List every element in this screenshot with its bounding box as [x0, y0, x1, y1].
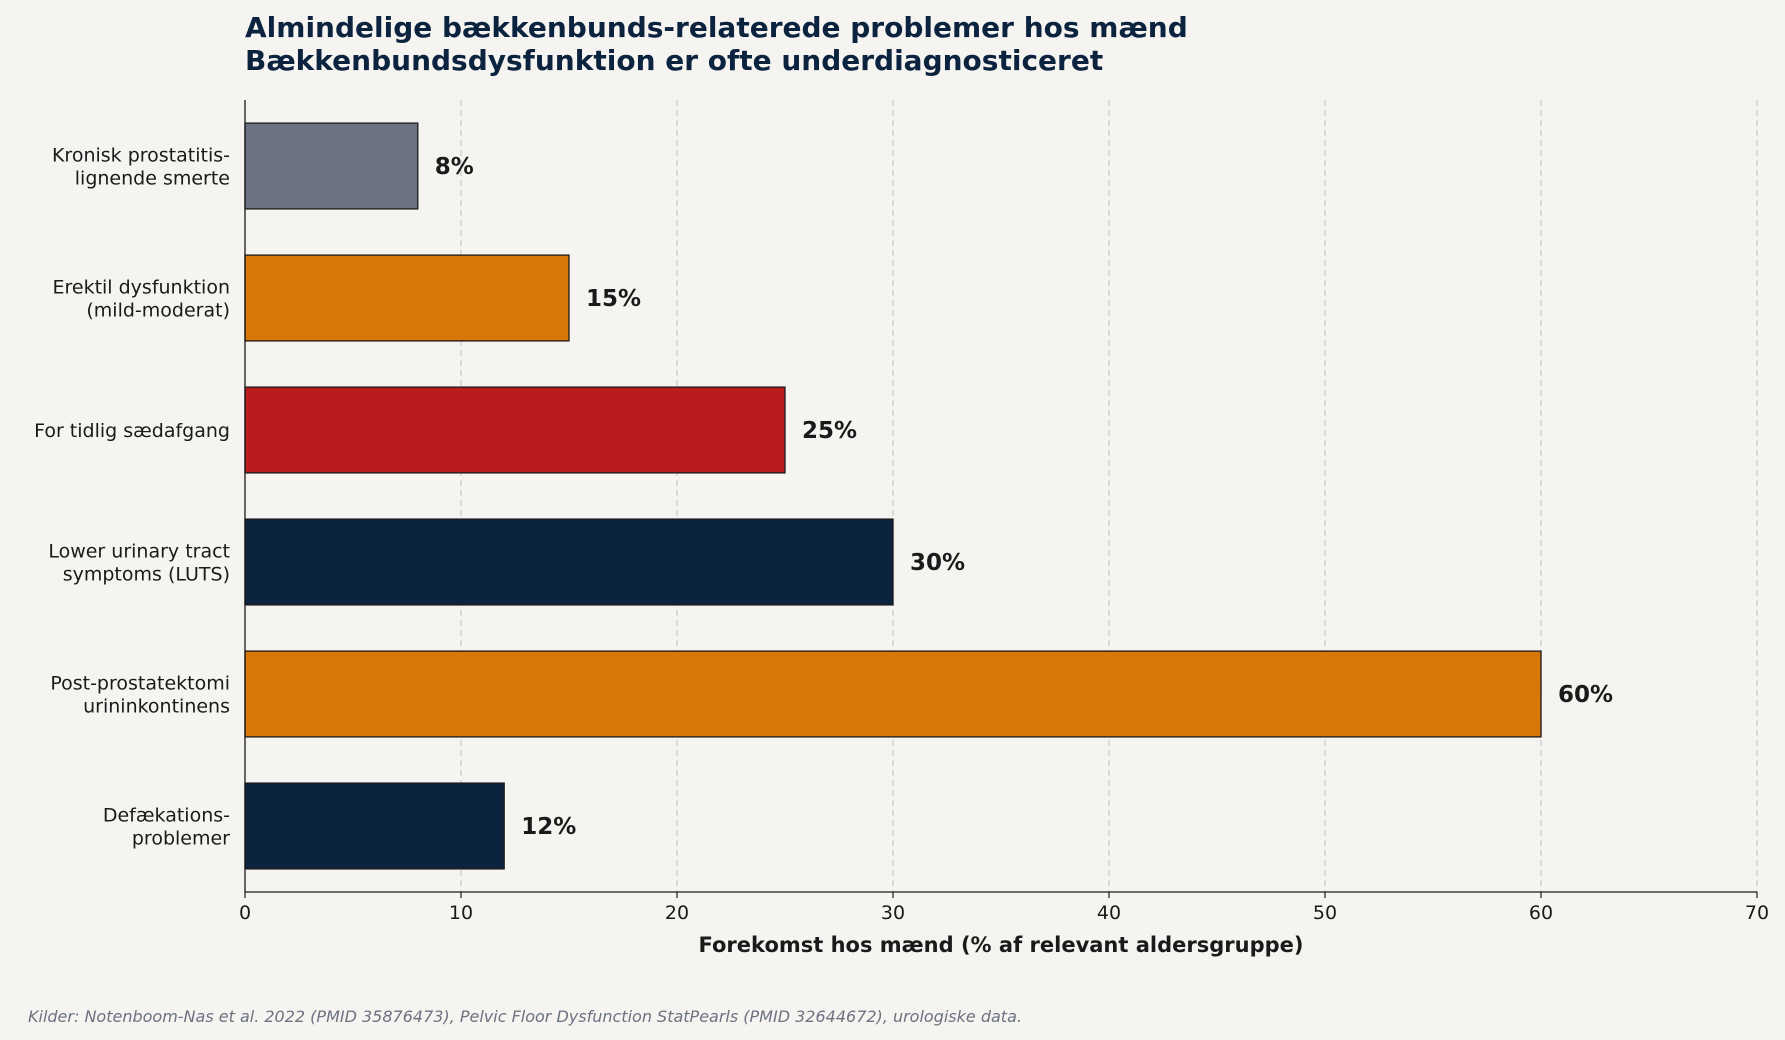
x-tick-labels: 0 10 20 30 40 50 60 70	[239, 902, 1769, 924]
x-gridlines	[460, 100, 1758, 892]
x-tick-label: 60	[1529, 902, 1553, 924]
source-note: Kilder: Notenboom-Nas et al. 2022 (PMID …	[28, 1007, 1022, 1026]
value-label: 12%	[521, 814, 576, 840]
value-label: 60%	[1558, 682, 1613, 708]
category-label: For tidlig sædafgang	[34, 420, 230, 442]
category-label: Kronisk prostatitis-lignende smerte	[52, 145, 230, 190]
bar	[244, 650, 1542, 738]
chart-title-line-2: Bækkenbundsdysfunktion er ofte underdiag…	[245, 44, 1103, 77]
category-label: Lower urinary tract symptoms (LUTS)	[48, 541, 230, 586]
value-label: 25%	[802, 418, 857, 444]
bars	[244, 122, 1542, 870]
bar	[244, 254, 570, 342]
category-label: Erektil dysfunktion (mild-moderat)	[52, 277, 230, 322]
bar	[244, 386, 786, 474]
x-tick-label: 0	[239, 902, 251, 924]
chart-title: Almindelige bækkenbunds-relaterede probl…	[245, 11, 1188, 77]
x-tick-label: 30	[881, 902, 905, 924]
bar	[244, 518, 894, 606]
x-tick-label: 70	[1745, 902, 1769, 924]
chart-title-line-1: Almindelige bækkenbunds-relaterede probl…	[245, 11, 1188, 44]
bar	[244, 782, 505, 870]
x-tick-label: 40	[1097, 902, 1121, 924]
value-label: 15%	[586, 286, 641, 312]
value-label: 30%	[910, 550, 965, 576]
x-tick-label: 20	[665, 902, 689, 924]
x-axis-title: Forekomst hos mænd (% af relevant alders…	[699, 933, 1304, 957]
x-tick-marks	[244, 892, 1758, 898]
x-tick-label: 10	[449, 902, 473, 924]
value-label: 8%	[435, 154, 474, 180]
category-label: Post-prostatektomi urininkontinens	[50, 673, 230, 718]
category-label: Defækations-problemer	[103, 805, 230, 850]
value-labels: 8% 15% 25% 30% 60% 12%	[435, 154, 1613, 840]
bar	[244, 122, 419, 210]
category-labels: Kronisk prostatitis-lignende smerte Erekt…	[34, 145, 230, 850]
x-tick-label: 50	[1313, 902, 1337, 924]
